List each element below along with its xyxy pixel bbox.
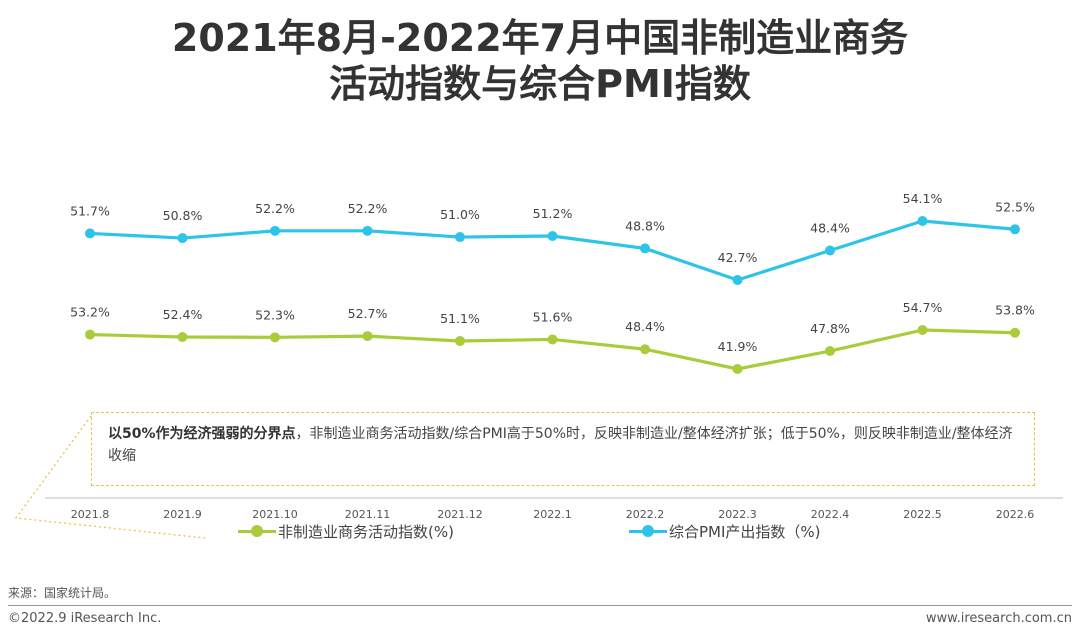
data-label: 51.0%: [440, 207, 480, 222]
legend-marker-blue: [642, 524, 654, 537]
data-point: [547, 231, 558, 242]
chart-title-line1: 2021年8月-2022年7月中国非制造业商务: [171, 16, 909, 60]
data-point: [732, 364, 743, 374]
x-tick-label: 2022.1: [533, 508, 572, 521]
data-point: [177, 233, 188, 244]
chart-title-line2: 活动指数与综合PMI指数: [329, 62, 751, 106]
data-label: 47.8%: [810, 321, 850, 336]
note-bold-text: 以50%作为经济强弱的分界点: [108, 426, 296, 442]
data-point: [825, 346, 835, 357]
data-label: 51.7%: [70, 203, 110, 218]
note-text: ，非制造业商务活动指数/综合PMI高于50%时，反映非制造业/整体经济扩张；低于…: [108, 426, 1013, 464]
x-tick-label: 2022.4: [811, 508, 850, 521]
data-point: [362, 331, 373, 342]
data-point: [917, 216, 928, 226]
legend-item-composite-pmi: 综合PMI产出指数（%): [629, 520, 821, 542]
legend-marker-green: [251, 524, 263, 537]
data-label: 42.7%: [718, 250, 758, 265]
callout-connector: [14, 415, 206, 539]
data-label: 53.2%: [70, 305, 110, 320]
data-point: [1010, 224, 1020, 235]
legend-item-non-manufacturing: 非制造业商务活动指数(%): [238, 520, 454, 542]
data-label: 54.7%: [903, 300, 943, 315]
data-label: 52.2%: [348, 201, 388, 216]
data-label: 51.1%: [440, 311, 480, 326]
data-label: 51.6%: [533, 309, 573, 324]
data-point: [640, 243, 650, 254]
data-label: 52.7%: [348, 306, 388, 321]
x-tick-label: 2022.5: [903, 508, 942, 521]
legend-line-blue: [629, 524, 667, 537]
legend-line-green: [238, 524, 276, 537]
x-tick-label: 2021.11: [345, 508, 391, 521]
source-text: 来源：国家统计局。: [8, 586, 117, 600]
legend-label-non-manufacturing: 非制造业商务活动指数(%): [278, 522, 454, 541]
data-label: 54.1%: [903, 191, 943, 206]
footer-divider: [8, 605, 1072, 606]
data-point: [85, 228, 95, 239]
data-label: 51.2%: [533, 206, 573, 221]
x-tick-label: 2022.2: [626, 508, 665, 521]
copyright-text: ©2022.9 iResearch Inc.: [8, 611, 162, 626]
legend-label-composite-pmi: 综合PMI产出指数（%): [669, 522, 821, 541]
data-point: [1010, 327, 1020, 338]
data-point: [917, 325, 928, 335]
data-point: [640, 344, 650, 355]
data-label: 52.5%: [995, 199, 1035, 214]
data-point: [362, 225, 373, 236]
annotation-note: 以50%作为经济强弱的分界点，非制造业商务活动指数/综合PMI高于50%时，反映…: [91, 412, 1035, 486]
data-point: [732, 275, 743, 285]
data-point: [825, 245, 835, 256]
x-tick-label: 2021.9: [163, 508, 202, 521]
data-label: 52.2%: [255, 201, 295, 216]
data-label: 52.4%: [163, 307, 203, 322]
x-tick-label: 2021.10: [252, 508, 298, 521]
data-point: [85, 329, 95, 340]
data-label: 48.8%: [625, 218, 665, 233]
x-tick-label: 2021.8: [71, 508, 110, 521]
data-label: 52.3%: [255, 307, 295, 322]
data-label: 53.8%: [995, 303, 1035, 318]
x-tick-label: 2022.3: [718, 508, 757, 521]
series-line: [89, 219, 1016, 282]
data-point: [455, 335, 465, 346]
x-tick-label: 2021.12: [437, 508, 483, 521]
data-point: [547, 334, 558, 345]
data-label: 48.4%: [625, 319, 665, 334]
data-label: 50.8%: [163, 208, 203, 223]
data-point: [270, 225, 280, 236]
website-link[interactable]: www.iresearch.com.cn: [925, 611, 1072, 626]
data-label: 41.9%: [718, 339, 758, 354]
x-tick-label: 2022.6: [996, 508, 1035, 521]
data-point: [455, 232, 465, 243]
data-label: 48.4%: [810, 221, 850, 236]
data-point: [270, 332, 280, 343]
data-point: [177, 332, 188, 343]
